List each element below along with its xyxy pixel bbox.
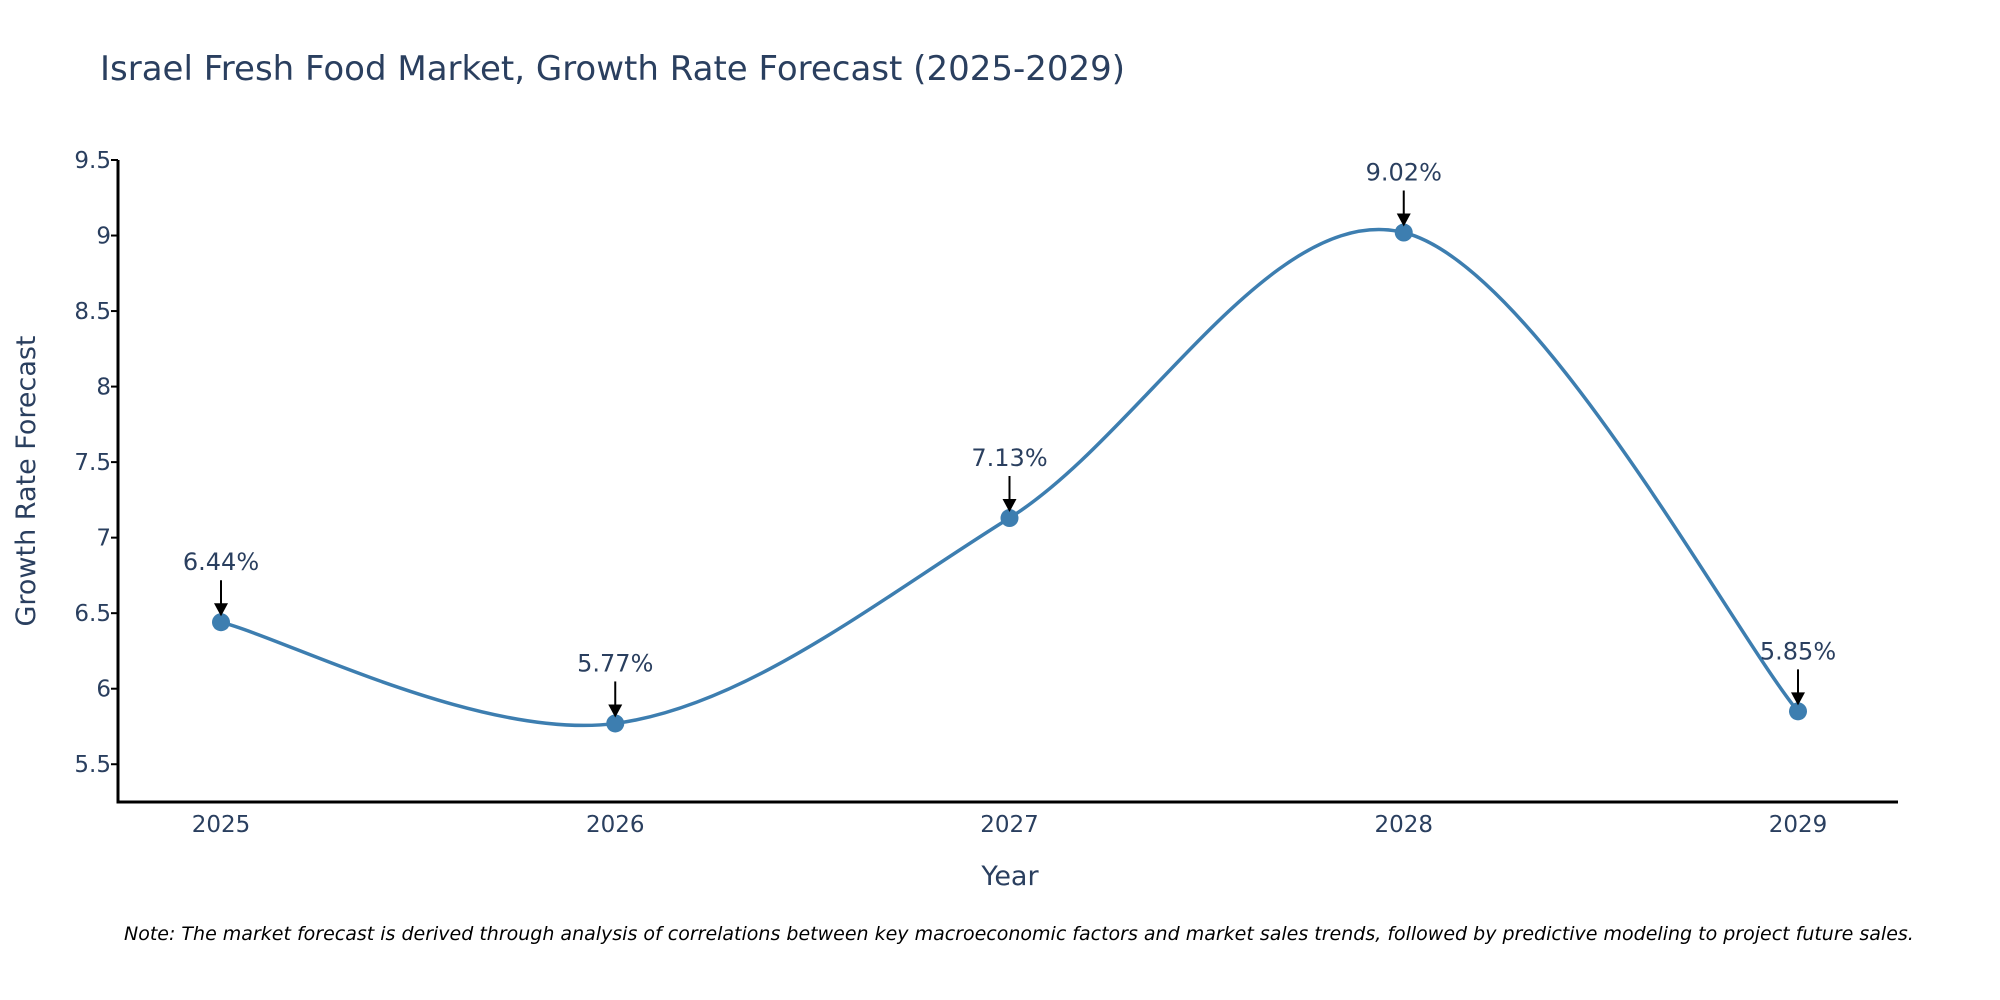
y-tick-label: 7	[96, 526, 111, 552]
x-axis-title: Year	[980, 861, 1039, 892]
x-tick-label: 2028	[1374, 812, 1433, 838]
annotation-arrowhead	[608, 704, 623, 718]
y-axis-ticks: 5.5 6 6.5 7 7.5 8 8.5 9 9.5	[74, 148, 118, 778]
data-point	[212, 613, 230, 632]
x-tick-label: 2026	[586, 812, 645, 838]
y-tick-label: 8	[96, 375, 111, 401]
y-tick-label: 7.5	[74, 450, 111, 476]
annotation-arrowhead	[1791, 692, 1805, 706]
y-tick-label: 9.5	[74, 148, 111, 174]
data-label: 7.13%	[971, 444, 1047, 472]
annotation-arrowhead	[1002, 499, 1017, 513]
chart-title: Israel Fresh Food Market, Growth Rate Fo…	[100, 49, 1125, 89]
x-tick-label: 2029	[1769, 812, 1828, 838]
y-tick-label: 6.5	[74, 601, 111, 627]
data-label: 5.77%	[577, 649, 653, 677]
chart-note: Note: The market forecast is derived thr…	[124, 923, 1914, 945]
x-tick-label: 2027	[980, 812, 1039, 838]
y-tick-label: 9	[96, 224, 111, 250]
data-label: 9.02%	[1366, 159, 1442, 187]
y-tick-label: 5.5	[74, 752, 111, 778]
data-points	[212, 223, 1807, 733]
data-label: 6.44%	[183, 548, 259, 576]
annotation-arrowhead	[1396, 213, 1411, 227]
data-point	[1000, 509, 1019, 528]
annotation-arrowhead	[214, 603, 228, 617]
x-tick-label: 2025	[192, 812, 251, 838]
data-point	[1394, 223, 1413, 242]
data-label: 5.85%	[1760, 637, 1836, 665]
y-tick-label: 6	[96, 677, 111, 703]
y-axis-title: Growth Rate Forecast	[11, 335, 42, 626]
data-annotations: 6.44% 5.77% 7.13% 9.02% 5.85%	[183, 159, 1836, 718]
y-tick-label: 8.5	[74, 299, 111, 325]
series-line	[220, 228, 1800, 728]
x-axis-ticks: 2025 2026 2027 2028 2029	[192, 812, 1828, 838]
data-point	[606, 714, 625, 733]
data-point	[1789, 702, 1807, 721]
